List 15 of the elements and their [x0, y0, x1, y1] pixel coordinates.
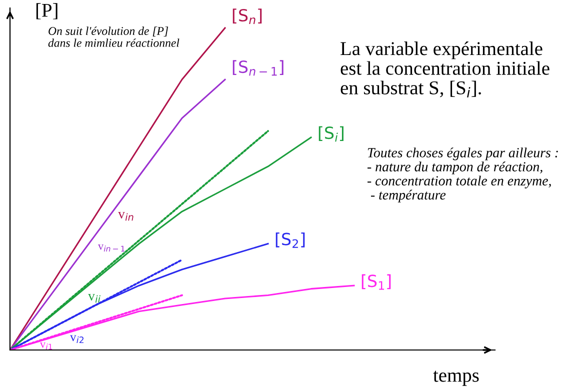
annotation: v$_{in−1}$ — [98, 244, 125, 252]
y-axis-title: [P] — [36, 3, 58, 20]
annotation: On suit l'évolution de [P] dans le mimlieu réactionnel — [48, 26, 180, 47]
series-label: [S$_{n−1}$] — [232, 60, 284, 76]
series-label: [S$_{2}$] — [276, 232, 305, 248]
series-label: [S$_{1}$] — [362, 274, 391, 290]
annotation: v$_{ii}$ — [88, 294, 100, 303]
annotation: La variable expérimentale est la concentration initiale en substrat S, [S$_{i}$]. — [340, 42, 550, 98]
x-axis-title: temps — [433, 370, 479, 386]
annotation: v$_{i1}$ — [40, 342, 52, 350]
series-label: [S$_{n}$] — [232, 8, 262, 24]
series-label: [S$_{i}$] — [318, 126, 344, 142]
annotation: v$_{i2}$ — [70, 335, 84, 344]
annotation: Toutes choses égales par ailleurs : - nature du tampon de réaction, - concentration totale en enzyme, - température — [368, 148, 558, 202]
annotation: v$_{in}$ — [118, 212, 134, 221]
